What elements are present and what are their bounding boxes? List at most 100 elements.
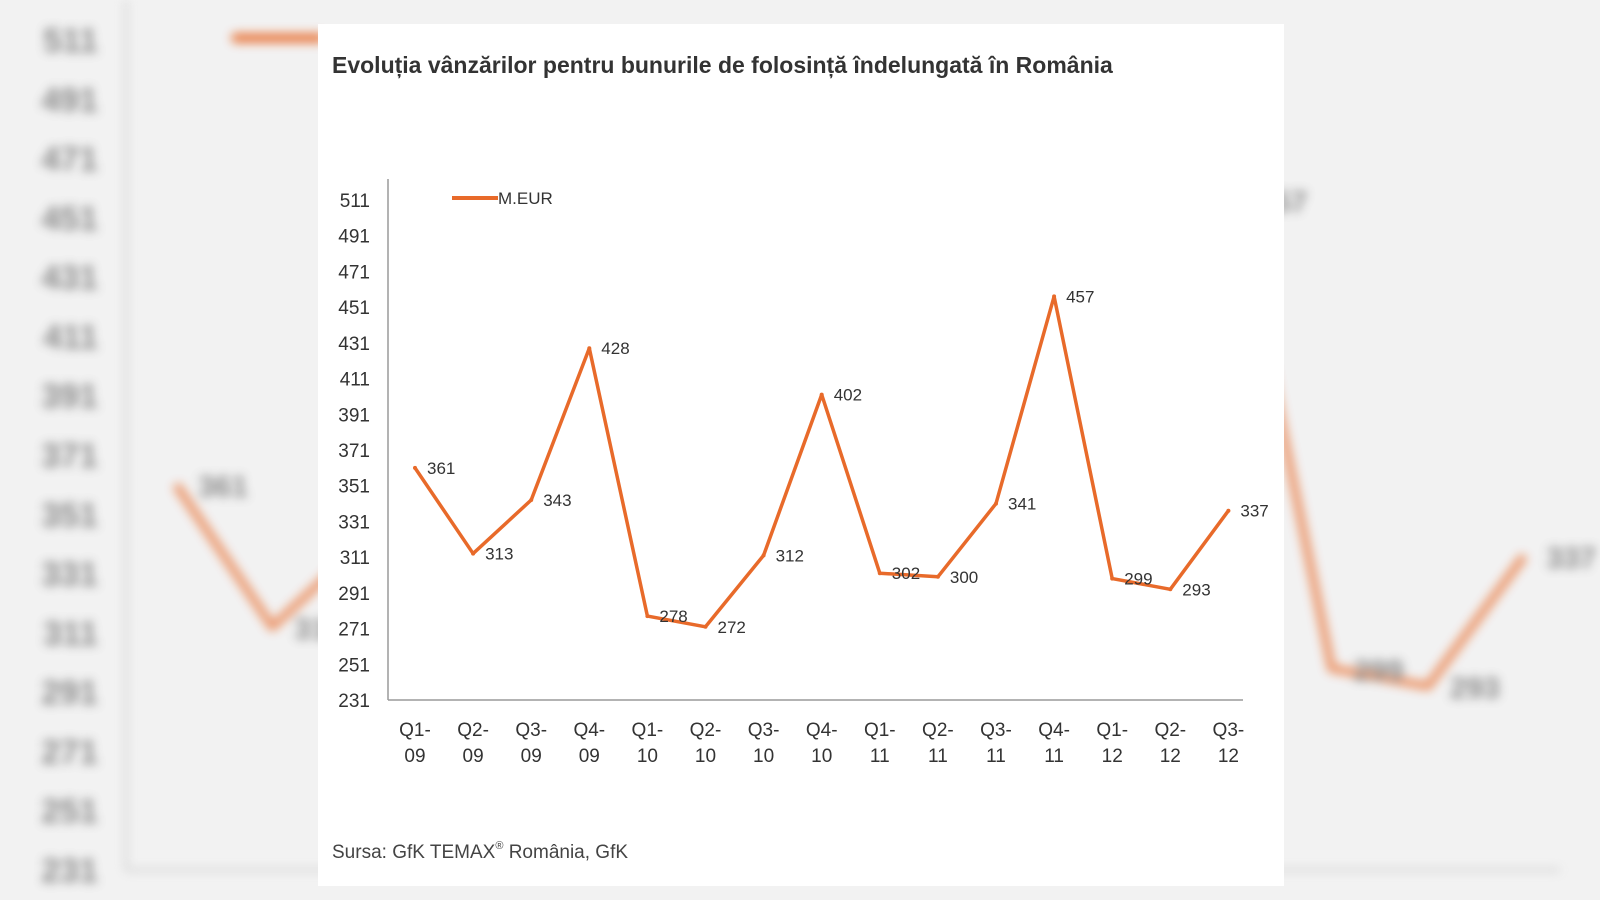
data-point (877, 571, 882, 576)
data-label: 343 (543, 491, 571, 510)
y-tick-label: 431 (338, 334, 370, 355)
bg-data-label: 293 (1450, 672, 1500, 705)
line-chart: 511 491 471 451 431 411 391 371 351 331 311 291 271 2… (338, 179, 1269, 767)
bg-y-tick-label: 311 (43, 615, 98, 653)
data-point (1052, 294, 1057, 299)
x-tick-label-line: 11 (986, 746, 1006, 767)
data-point (994, 501, 998, 506)
x-tick-label: Q1-11 (864, 720, 896, 767)
x-tick-label: Q1-12 (1096, 720, 1128, 767)
data-label: 341 (1008, 495, 1036, 514)
bg-y-tick-label: 351 (41, 496, 98, 534)
bg-y-tick-label: 451 (41, 200, 98, 238)
y-tick-label: 291 (338, 584, 370, 605)
bg-y-tick-label: 231 (41, 852, 98, 890)
x-tick-label-line: Q1- (1096, 720, 1128, 741)
x-tick-label: Q4-10 (806, 720, 838, 767)
data-point (529, 498, 534, 502)
x-tick-label-line: 11 (928, 746, 948, 767)
bg-y-tick-label: 251 (41, 793, 98, 831)
source-suffix: România, GfK (503, 842, 629, 863)
data-label: 299 (1124, 570, 1152, 589)
data-label: 361 (427, 459, 455, 478)
bg-y-tick-label: 331 (41, 556, 98, 594)
data-label: 272 (718, 618, 746, 637)
x-tick-label-line: Q3- (1213, 720, 1245, 741)
data-point (587, 346, 592, 351)
x-tick-label: Q3-11 (980, 720, 1012, 767)
bg-data-label: 337 (1546, 542, 1596, 575)
data-point (1226, 508, 1231, 513)
data-point (1168, 587, 1173, 592)
data-label: 337 (1240, 502, 1268, 521)
x-tick-label-line: 11 (1044, 746, 1064, 767)
data-point (935, 574, 940, 579)
data-label: 300 (950, 568, 978, 587)
bg-y-tick-label: 371 (41, 437, 98, 475)
x-tick-label: Q3-12 (1213, 720, 1245, 767)
data-label: 293 (1182, 580, 1210, 599)
series-line-m-eur (413, 294, 1231, 629)
x-tick-label-line: 09 (463, 746, 484, 767)
y-tick-label: 511 (340, 191, 370, 212)
y-tick-label: 371 (338, 441, 370, 462)
x-tick-label: Q1-10 (632, 720, 664, 767)
y-tick-label: 491 (338, 227, 370, 248)
data-point (471, 551, 476, 556)
data-label: 302 (892, 564, 920, 583)
data-label: 428 (601, 339, 629, 358)
x-tick-label-line: Q4- (806, 720, 838, 741)
x-tick-label-line: Q1- (864, 720, 896, 741)
data-point (1110, 576, 1115, 581)
data-label: 457 (1066, 287, 1094, 306)
x-tick-label-line: Q3- (748, 720, 780, 741)
x-tick-label-line: 10 (753, 746, 774, 767)
x-tick-label: Q1-09 (399, 720, 431, 767)
x-tick-label-line: Q2- (1154, 720, 1186, 741)
source-registered-mark: ® (495, 840, 504, 852)
chart-title: Evoluția vânzărilor pentru bunurile de f… (332, 52, 1113, 78)
y-tick-label: 471 (338, 262, 370, 283)
data-point (645, 614, 650, 619)
bg-y-tick-label: 511 (43, 22, 98, 60)
x-tick-label: Q2-12 (1154, 720, 1186, 767)
bg-y-tick-label: 411 (43, 318, 98, 356)
y-tick-label: 451 (338, 298, 370, 319)
x-tick-label: Q3-09 (515, 720, 547, 767)
chart-card: Evoluția vânzărilor pentru bunurile de f… (318, 24, 1284, 886)
y-tick-label: 311 (340, 548, 370, 569)
x-tick-label-line: Q4- (1038, 720, 1070, 741)
source-prefix: Sursa: GfK TEMAX (332, 842, 496, 863)
x-tick-label: Q3-10 (748, 720, 780, 767)
bg-y-tick-label: 271 (41, 733, 98, 771)
legend-label: M.EUR (498, 189, 553, 208)
bg-data-label: 299 (1354, 654, 1404, 687)
bg-y-tick-label: 491 (41, 81, 98, 119)
x-tick-label-line: 10 (637, 746, 658, 767)
data-point (703, 624, 708, 629)
bg-y-tick-label: 471 (41, 141, 98, 179)
x-tick-label-line: 10 (695, 746, 716, 767)
bg-y-tick-label: 431 (41, 259, 98, 297)
x-tick-label-line: Q2- (457, 720, 489, 741)
y-tick-label: 391 (338, 405, 370, 426)
data-point (819, 392, 824, 397)
x-tick-label: Q2-10 (690, 720, 722, 767)
x-tick-label-line: 12 (1218, 746, 1239, 767)
data-label: 312 (776, 546, 804, 565)
y-tick-label: 331 (338, 512, 370, 533)
x-tick-label-line: 09 (404, 746, 425, 767)
x-tick-label: Q4-09 (573, 720, 605, 767)
y-tick-label: 231 (338, 691, 370, 712)
x-tick-label: Q2-09 (457, 720, 489, 767)
y-tick-label: 411 (340, 370, 370, 391)
x-tick-label-line: 09 (579, 746, 600, 767)
bg-y-tick-label: 391 (41, 378, 98, 416)
data-label: 278 (659, 607, 687, 626)
x-tick-label-line: Q4- (573, 720, 605, 741)
x-tick-label-line: Q1- (632, 720, 664, 741)
bg-y-tick-label: 291 (41, 674, 98, 712)
x-tick-label-line: Q2- (922, 720, 954, 741)
x-tick-label: Q2-11 (922, 720, 954, 767)
x-tick-label-line: 10 (811, 746, 832, 767)
